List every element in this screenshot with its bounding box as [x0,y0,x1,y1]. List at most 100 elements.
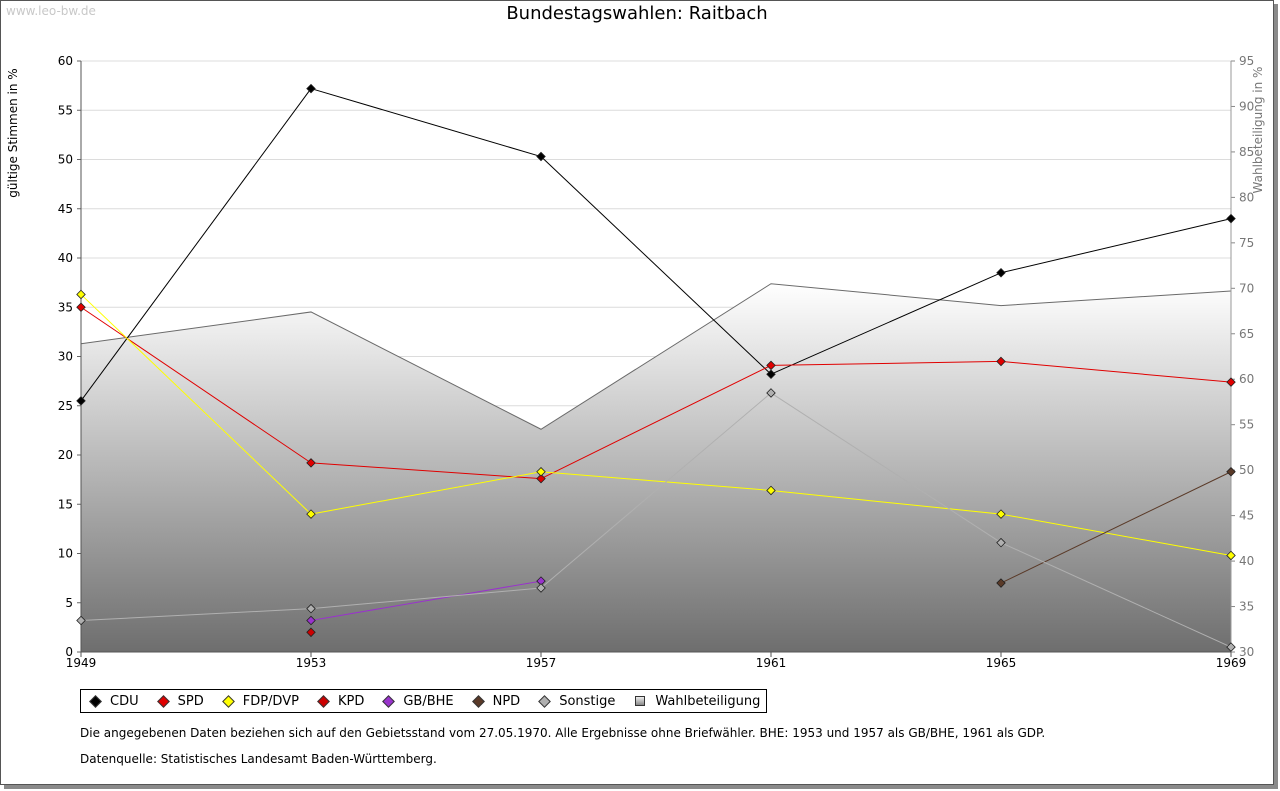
legend-item: CDU [85,694,139,709]
spd-line [770,360,1002,366]
y-tick-label: 30 [58,350,73,364]
cdu-line [310,88,542,158]
y2-axis-label: Wahlbeteiligung in % [1251,67,1265,194]
sonstige-line [1000,542,1232,648]
y-tick-label: 20 [58,448,73,462]
sonstige-line [770,392,1002,544]
cdu-line [80,88,312,402]
cdu-point [996,268,1006,278]
npd-line [1000,471,1232,584]
legend-square-icon [635,696,646,706]
sonstige-point [306,603,316,614]
legend-label: Sonstige [559,693,616,709]
y-tick-label: 45 [58,202,73,216]
fdp-dvp-line [770,489,1002,515]
legend-item: SPD [153,694,204,709]
x-tick-label: 1961 [756,656,787,670]
legend-label: SPD [177,693,204,709]
y-tick-label: 60 [58,54,73,68]
x-tick-label: 1957 [526,656,557,670]
cdu-point [536,151,546,162]
chart-legend: CDU SPD FDP/DVP KPD GB/BHE NPD Sonstige Wahlbet… [80,689,768,713]
sonstige-line [540,392,772,589]
y-tick-label: 35 [58,300,73,314]
spd-line [1000,360,1232,383]
y-tick-label: 25 [58,399,73,413]
x-tick-label: 1969 [1216,656,1247,670]
sonstige-point [1226,642,1236,652]
y2-tick-label: 65 [1239,327,1254,341]
npd-point [1226,466,1236,477]
legend-diamond-icon [89,694,102,708]
cdu-point [76,396,86,406]
cdu-line [770,272,1002,375]
y-tick-label: 55 [58,103,73,117]
y2-tick-label: 40 [1239,554,1254,568]
sonstige-point [536,583,546,593]
legend-diamond-icon [538,694,552,708]
y2-tick-label: 90 [1239,99,1254,113]
data-source: Datenquelle: Statistisches Landesamt Bad… [80,752,437,766]
y2-tick-label: 50 [1239,463,1254,477]
y2-tick-label: 80 [1239,190,1254,204]
x-tick-label: 1949 [66,656,97,670]
turnout-line [80,283,1232,430]
y-tick-label: 40 [58,251,73,265]
y-tick-label: 10 [58,547,73,561]
y2-tick-label: 95 [1239,54,1254,68]
legend-item: KPD [313,694,364,709]
sonstige-line [310,587,542,610]
chart-title: Bundestagswahlen: Raitbach [506,3,768,24]
y-tick-label: 15 [58,497,73,511]
x-tick-label: 1965 [986,656,1017,670]
fdp-dvp-point [306,509,316,519]
fdp-dvp-point [996,509,1006,519]
y2-tick-label: 85 [1239,145,1254,159]
kpd-point [306,627,316,638]
legend-label: KPD [337,693,365,709]
fdp-dvp-point [76,289,86,300]
y2-tick-label: 75 [1239,236,1254,250]
x-tick-label: 1953 [296,656,327,670]
fdp-dvp-line [80,294,312,515]
legend-diamond-icon [471,694,485,708]
legend-item: Sonstige [534,694,615,709]
spd-line [540,364,772,480]
y-tick-label: 0 [65,645,73,659]
fdp-dvp-line [540,471,772,491]
y-tick-label: 5 [65,596,73,610]
fdp-dvp-point [766,485,776,496]
spd-point [536,473,546,484]
legend-label: Wahlbeteiligung [655,693,761,709]
spd-point [1226,377,1236,387]
watermark: www.leo-bw.de [6,4,96,18]
legend-diamond-icon [156,694,170,708]
y2-tick-label: 60 [1239,372,1254,386]
legend-label: NPD [492,693,521,709]
turnout-area [81,283,1231,652]
sonstige-point [76,615,86,626]
cdu-line [540,156,772,375]
y2-tick-label: 30 [1239,645,1254,659]
legend-item: FDP/DVP [218,694,299,709]
data-note: Die angegebenen Daten beziehen sich auf … [80,726,1046,740]
npd-point [996,578,1006,588]
y2-tick-label: 70 [1239,281,1254,295]
gb-bhe-point [306,615,316,626]
fdp-dvp-point [1226,550,1236,561]
spd-point [76,302,86,313]
spd-point [996,356,1006,367]
cdu-point [1226,213,1236,224]
cdu-point [306,83,316,94]
cdu-point [766,369,776,379]
legend-diamond-icon [382,694,396,708]
fdp-dvp-line [1000,513,1232,556]
y2-tick-label: 45 [1239,509,1254,523]
spd-line [80,306,312,464]
gb-bhe-line [310,580,542,621]
sonstige-point [996,537,1006,548]
spd-point [306,458,316,468]
cdu-line [1000,218,1232,274]
legend-label: FDP/DVP [242,693,299,709]
